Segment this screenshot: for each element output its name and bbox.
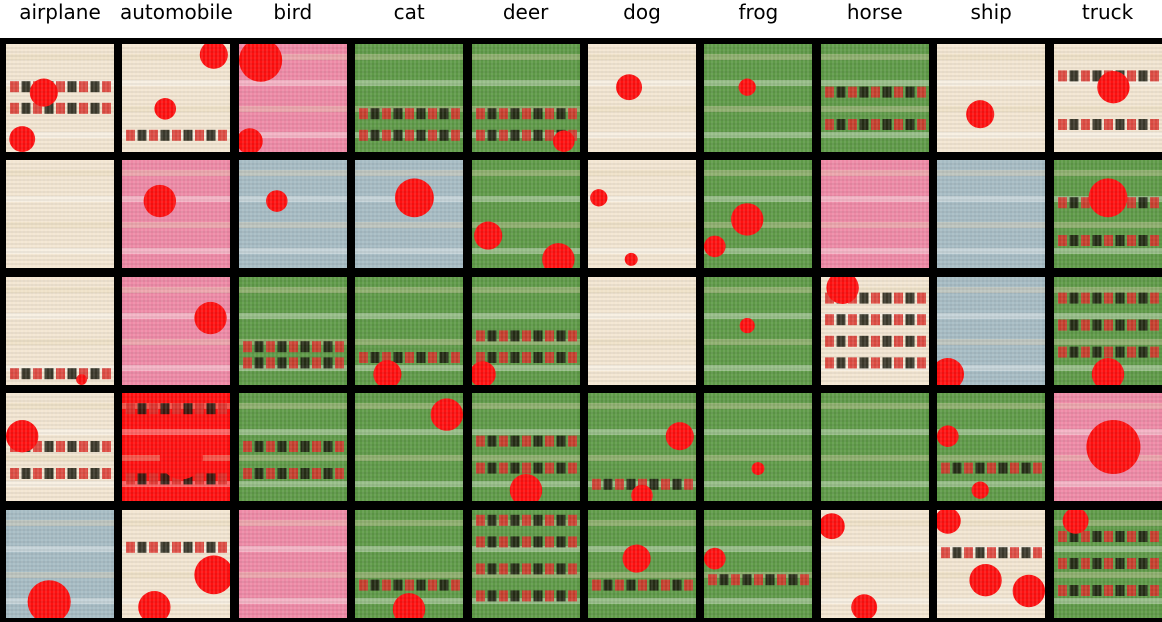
sample-image-cat-5 bbox=[355, 509, 464, 618]
sample-image-frog-5 bbox=[704, 509, 813, 618]
sample-image-cat-2 bbox=[355, 160, 464, 269]
sample-image-ship-2 bbox=[937, 160, 1046, 269]
class-label-dog: dog bbox=[623, 0, 661, 24]
sample-image-airplane-2 bbox=[6, 160, 114, 269]
sample-image-deer-4 bbox=[471, 393, 580, 502]
sample-image-airplane-4 bbox=[6, 393, 114, 502]
sample-image-bird-1 bbox=[238, 44, 347, 152]
sample-image-frog-2 bbox=[704, 160, 813, 269]
class-label-airplane: airplane bbox=[19, 0, 101, 24]
sample-image-horse-1 bbox=[820, 44, 929, 152]
sample-image-dog-3 bbox=[588, 276, 696, 385]
sample-image-cat-4 bbox=[355, 393, 464, 502]
sample-image-airplane-5 bbox=[6, 509, 114, 618]
sample-image-automobile-3 bbox=[122, 276, 231, 385]
class-label-truck: truck bbox=[1081, 0, 1134, 24]
sample-image-horse-4 bbox=[820, 393, 929, 502]
sample-image-automobile-1 bbox=[122, 44, 231, 152]
sample-image-horse-5 bbox=[820, 509, 929, 618]
sample-image-cat-3 bbox=[355, 276, 464, 385]
class-label-cat: cat bbox=[393, 0, 425, 24]
sample-image-frog-3 bbox=[704, 276, 813, 385]
sample-image-frog-1 bbox=[704, 44, 813, 152]
sample-image-truck-4 bbox=[1053, 393, 1162, 502]
sample-image-bird-2 bbox=[238, 160, 347, 269]
sample-image-ship-5 bbox=[937, 509, 1046, 618]
sample-image-dog-1 bbox=[588, 44, 696, 152]
class-label-row: airplane automobile bird cat deer dog frog hors… bbox=[0, 0, 1162, 38]
sample-image-airplane-1 bbox=[6, 44, 114, 152]
sample-image-horse-2 bbox=[820, 160, 929, 269]
sample-image-dog-5 bbox=[588, 509, 696, 618]
sample-image-dog-2 bbox=[588, 160, 696, 269]
class-label-horse: horse bbox=[846, 0, 903, 24]
sample-image-automobile-4 bbox=[122, 393, 231, 502]
sample-image-truck-5 bbox=[1053, 509, 1162, 618]
class-label-bird: bird bbox=[273, 0, 313, 24]
sample-image-bird-4 bbox=[238, 393, 347, 502]
class-label-automobile: automobile bbox=[119, 0, 233, 24]
sample-image-ship-4 bbox=[937, 393, 1046, 502]
sample-image-frog-4 bbox=[704, 393, 813, 502]
sample-image-deer-5 bbox=[471, 509, 580, 618]
sample-image-dog-4 bbox=[588, 393, 696, 502]
sample-image-deer-2 bbox=[471, 160, 580, 269]
sample-image-truck-3 bbox=[1053, 276, 1162, 385]
sample-image-ship-1 bbox=[937, 44, 1046, 152]
class-label-deer: deer bbox=[502, 0, 549, 24]
class-label-ship: ship bbox=[970, 0, 1012, 24]
sample-image-truck-2 bbox=[1053, 160, 1162, 269]
class-label-frog: frog bbox=[738, 0, 779, 24]
sample-image-deer-3 bbox=[471, 276, 580, 385]
sample-image-automobile-2 bbox=[122, 160, 231, 269]
sample-image-automobile-5 bbox=[122, 509, 231, 618]
sample-image-airplane-3 bbox=[6, 276, 114, 385]
sample-image-truck-1 bbox=[1053, 44, 1162, 152]
generated-sample-grid bbox=[0, 38, 1162, 622]
sample-image-deer-1 bbox=[471, 44, 580, 152]
sample-image-ship-3 bbox=[937, 276, 1046, 385]
sample-image-bird-5 bbox=[238, 509, 347, 618]
sample-image-horse-3 bbox=[820, 276, 929, 385]
sample-image-bird-3 bbox=[238, 276, 347, 385]
sample-image-cat-1 bbox=[355, 44, 464, 152]
